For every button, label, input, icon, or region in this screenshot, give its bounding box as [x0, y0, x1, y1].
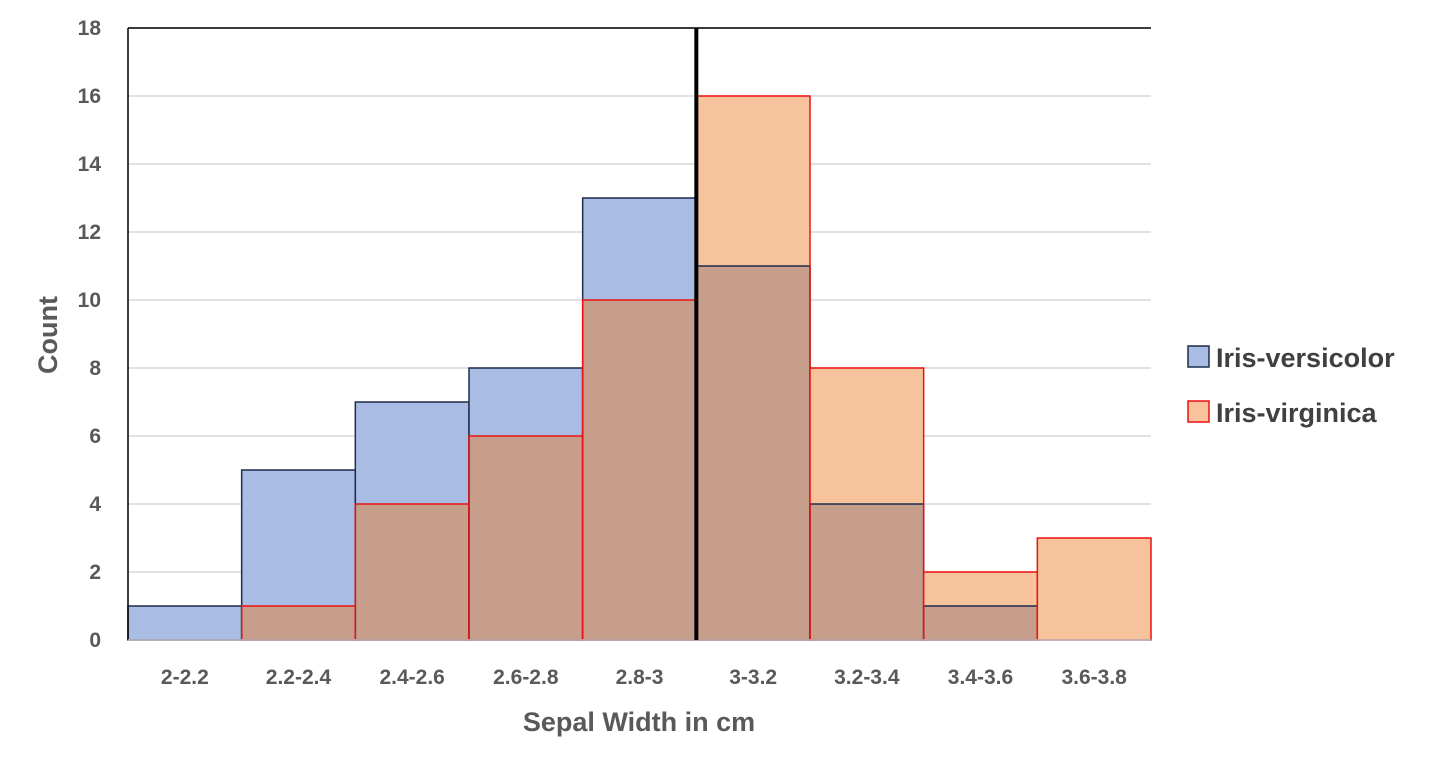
bar-overlap-2.8-3: [582, 300, 697, 640]
x-tick-label-3.6-3.8: 3.6-3.8: [1061, 666, 1127, 689]
y-tick-label-4: 4: [89, 493, 101, 516]
bar-overlap-3-3.2: [696, 266, 810, 640]
x-tick-label-2.8-3: 2.8-3: [616, 666, 664, 689]
bin-2.4-2.6: [354, 401, 470, 641]
bin-3.2-3.4: [809, 367, 925, 641]
y-tick-labels: 0 2 4 6 8 10 12 14 16 18: [78, 17, 102, 652]
axes: [127, 27, 1151, 641]
legend: Iris-versicolor Iris-virginica: [1187, 343, 1395, 428]
legend-label-Iris-versicolor: Iris-versicolor: [1216, 343, 1395, 373]
bar-excess-2-2.2: [128, 606, 242, 640]
bar-excess-3.4-3.6: [923, 572, 1038, 606]
bin-2.6-2.8: [468, 367, 584, 641]
y-axis-title: Count: [33, 296, 63, 374]
bin-2.2-2.4: [240, 469, 357, 641]
x-tick-label-3.2-3.4: 3.2-3.4: [834, 666, 900, 689]
x-tick-label-2.6-2.8: 2.6-2.8: [493, 666, 559, 689]
bar-overlap-2.4-2.6: [355, 504, 469, 640]
y-tick-label-14: 14: [78, 153, 102, 176]
bar-excess-3-3.2: [696, 96, 810, 266]
y-tick-label-16: 16: [78, 85, 101, 108]
bar-excess-2.6-2.8: [469, 368, 583, 436]
x-tick-label-3.4-3.6: 3.4-3.6: [948, 666, 1013, 689]
x-tick-label-2-2.2: 2-2.2: [161, 666, 209, 689]
y-tick-label-12: 12: [78, 221, 101, 244]
x-tick-label-2.2-2.4: 2.2-2.4: [266, 666, 332, 689]
y-tick-label-10: 10: [78, 289, 101, 312]
bar-excess-3.6-3.8: [1037, 538, 1151, 640]
y-tick-label-8: 8: [89, 357, 101, 380]
bar-excess-3.2-3.4: [810, 368, 924, 504]
bar-overlap-2.6-2.8: [469, 436, 583, 640]
y-tick-label-6: 6: [89, 425, 101, 448]
bar-overlap-3.2-3.4: [810, 504, 924, 640]
bar-overlap-3.4-3.6: [923, 606, 1038, 640]
bar-overlap-2.2-2.4: [241, 606, 356, 640]
bin-2-2.2: [127, 605, 243, 641]
bin-3.6-3.8: [1036, 537, 1152, 641]
y-tick-label-0: 0: [89, 629, 101, 652]
legend-label-Iris-virginica: Iris-virginica: [1216, 398, 1378, 428]
bar-excess-2.4-2.6: [355, 402, 469, 504]
bin-3.4-3.6: [922, 571, 1039, 641]
x-tick-label-2.4-2.6: 2.4-2.6: [379, 666, 444, 689]
x-tick-label-3-3.2: 3-3.2: [729, 666, 777, 689]
bar-excess-2.2-2.4: [241, 470, 356, 606]
x-axis-title: Sepal Width in cm: [523, 707, 755, 737]
legend-swatch-Iris-virginica: [1187, 400, 1210, 423]
y-tick-label-18: 18: [78, 17, 102, 40]
legend-swatch-Iris-versicolor: [1187, 345, 1210, 368]
bin-3-3.2: [695, 95, 811, 641]
bin-2.8-3: [581, 197, 698, 641]
y-tick-label-2: 2: [89, 561, 101, 584]
bar-excess-2.8-3: [582, 198, 697, 300]
bars: [127, 95, 1152, 641]
x-tick-labels: 2-2.2 2.2-2.4 2.4-2.6 2.6-2.8 2.8-3 3-3.2 3.2-…: [161, 666, 1127, 689]
